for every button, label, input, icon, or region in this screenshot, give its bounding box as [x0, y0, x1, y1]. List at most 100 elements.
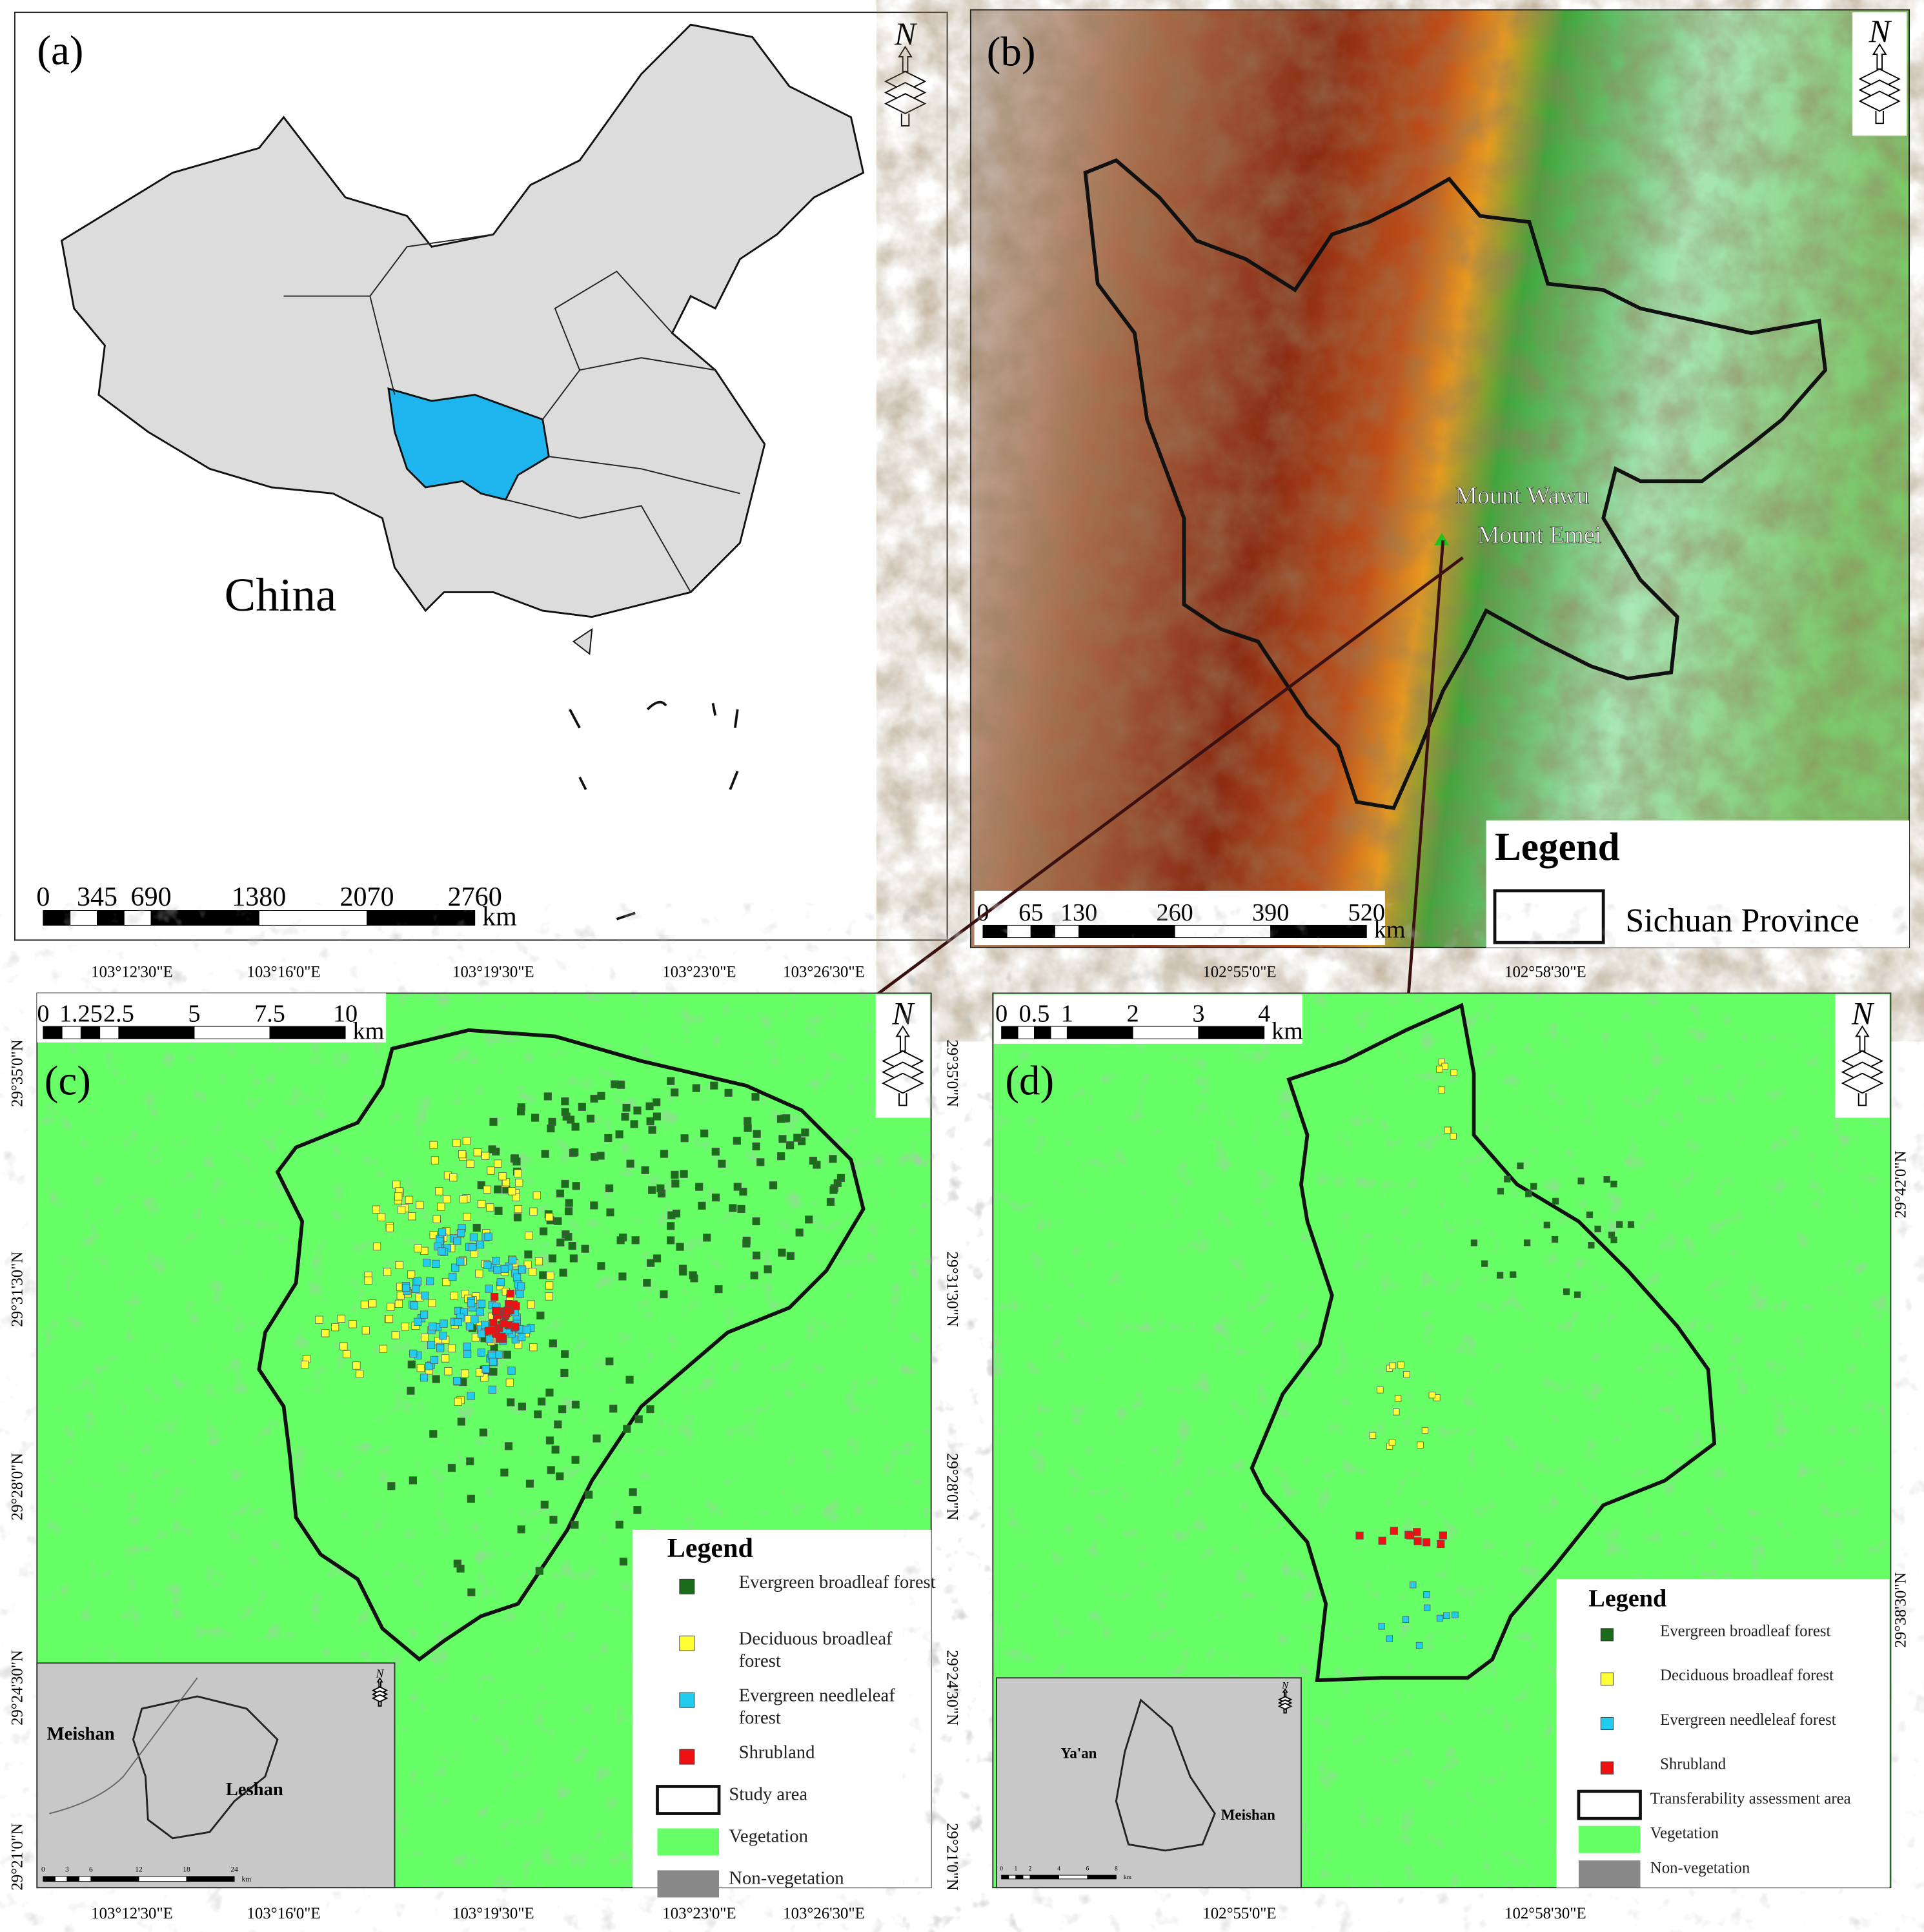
sample-point — [486, 1203, 494, 1212]
scale-label: 0.5 — [1019, 1001, 1050, 1028]
sample-point — [1415, 1642, 1423, 1649]
sample-point — [493, 1265, 501, 1274]
sample-point — [625, 1376, 634, 1384]
sample-point — [543, 1092, 552, 1101]
sample-point — [466, 1159, 474, 1168]
legend-item: Vegetation — [1650, 1824, 1719, 1842]
scale-segment — [61, 1026, 81, 1039]
sample-point — [372, 1242, 381, 1251]
scale-label: 7.5 — [254, 1001, 285, 1028]
legend-item: Shrubland — [1660, 1754, 1726, 1773]
sample-point — [711, 1148, 720, 1156]
sample-point — [752, 1217, 760, 1226]
scale-segment — [194, 1026, 270, 1039]
sample-point — [549, 1339, 557, 1348]
sample-point — [718, 1159, 726, 1168]
sample-point — [405, 1195, 414, 1204]
sample-point — [578, 1103, 586, 1111]
sample-point — [385, 1315, 394, 1323]
sample-point — [680, 1134, 689, 1143]
place-label: Mount Wawu — [1455, 482, 1589, 509]
sample-point — [477, 1299, 486, 1308]
legend-swatch — [1600, 1628, 1614, 1642]
sample-point — [541, 1150, 549, 1158]
scale-segment — [1029, 1875, 1059, 1880]
sample-point — [606, 1208, 614, 1217]
sample-point — [1627, 1221, 1635, 1228]
sample-point — [512, 1157, 521, 1166]
coordinate-labels: 103°12'30"E 103°12'30"E 103°16'0"E 103°16'0… — [8, 964, 1909, 1922]
sample-point — [342, 1350, 351, 1359]
scale-segment — [1078, 924, 1175, 939]
legend-swatch — [656, 1785, 721, 1815]
sample-point — [752, 1251, 761, 1260]
scale-segment — [1066, 1026, 1133, 1039]
sample-point — [572, 1182, 580, 1190]
north-symbol — [900, 113, 910, 127]
scale-label: 10 — [333, 1001, 358, 1028]
sample-point — [549, 1516, 558, 1524]
sample-point — [469, 1243, 477, 1252]
scale-segment — [78, 1876, 92, 1882]
sample-point — [416, 1201, 424, 1209]
sample-point — [483, 1261, 492, 1269]
sample-point — [556, 1472, 564, 1481]
sample-point — [561, 1179, 569, 1188]
sample-point — [505, 1378, 514, 1387]
scale-label: 2070 — [339, 882, 394, 912]
sample-point — [443, 1195, 451, 1204]
inset-north-arrow: N — [1277, 1681, 1293, 1714]
legend-text: Evergreen broadleaf forest — [738, 1572, 936, 1593]
scale-label: 0 — [37, 1001, 49, 1028]
sample-point — [753, 1130, 761, 1138]
sample-point — [641, 1166, 649, 1174]
scale-segment — [43, 1026, 63, 1039]
north-symbol — [1277, 1702, 1293, 1710]
sample-point — [1525, 1190, 1532, 1197]
sample-point — [457, 1228, 465, 1237]
sample-point — [473, 1148, 481, 1157]
sample-point — [410, 1301, 418, 1310]
sample-point — [503, 1307, 512, 1315]
sample-point — [407, 1360, 416, 1368]
sample-point — [547, 1124, 555, 1133]
sample-point — [534, 1257, 543, 1266]
scale-segment — [367, 910, 476, 926]
sample-point — [597, 1262, 605, 1270]
scale-segment — [1087, 1875, 1117, 1880]
sample-point — [349, 1320, 357, 1328]
legend-text: Evergreen needleleaf forest — [1660, 1709, 1836, 1729]
sample-point — [752, 1142, 760, 1151]
sample-point — [488, 1145, 496, 1154]
sample-point — [714, 1285, 723, 1294]
inset-outline — [1115, 1698, 1216, 1852]
sample-point — [646, 1117, 654, 1126]
scale-label: 12 — [135, 1866, 143, 1873]
sample-point — [466, 1457, 474, 1465]
sample-point — [440, 1319, 448, 1328]
sample-point — [545, 1213, 554, 1221]
country-label: China — [225, 569, 336, 621]
sample-point — [1603, 1176, 1610, 1183]
north-symbol — [884, 93, 927, 114]
sample-point — [369, 1299, 377, 1308]
sample-point — [489, 1318, 498, 1327]
longitude-label: 103°23'0"E — [662, 964, 736, 981]
sample-point — [508, 1187, 516, 1195]
sample-point — [460, 1195, 468, 1204]
scale-segment — [1001, 1875, 1009, 1880]
north-symbol — [1282, 1688, 1288, 1698]
sample-point — [385, 1224, 394, 1232]
sample-point — [622, 1103, 631, 1112]
scale-segment — [1198, 1026, 1265, 1039]
sample-point — [1552, 1197, 1559, 1205]
sample-point — [409, 1349, 418, 1358]
sample-point — [505, 1300, 513, 1308]
longitude-label: 102°55'0"E — [1202, 1905, 1276, 1922]
sample-point — [509, 1256, 517, 1265]
scale-label: 4 — [1057, 1865, 1060, 1872]
sample-point — [561, 1350, 569, 1358]
sample-point — [339, 1342, 348, 1350]
sample-point — [1397, 1361, 1404, 1368]
sample-point — [660, 1150, 669, 1158]
